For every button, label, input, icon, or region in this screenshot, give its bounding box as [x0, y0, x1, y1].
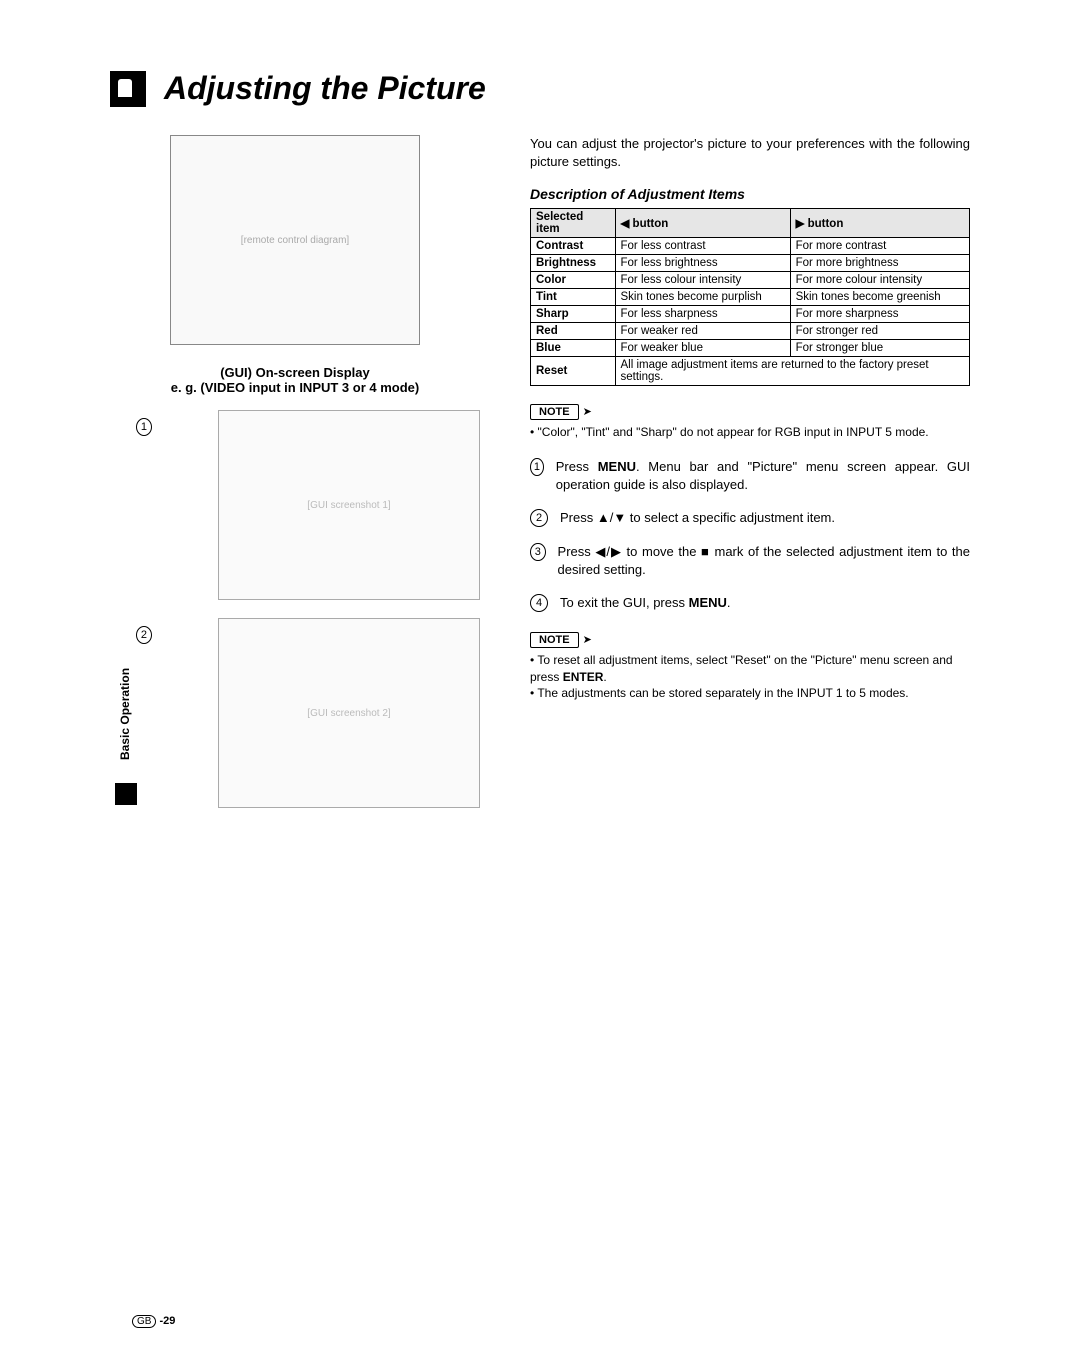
gb-badge: GB	[132, 1315, 156, 1328]
step-1: 1 Press MENU. Menu bar and "Picture" men…	[530, 458, 970, 493]
table-body: ContrastFor less contrastFor more contra…	[531, 238, 970, 386]
step-3-text: Press ◀/▶ to move the ■ mark of the sele…	[558, 543, 970, 578]
left-column: [remote control diagram] (GUI) On-screen…	[110, 135, 480, 826]
step-num-4: 4	[530, 594, 548, 612]
table-header-row: Selected item ◀ button ▶ button	[531, 209, 970, 238]
description-title: Description of Adjustment Items	[530, 186, 970, 202]
note-2b: The adjustments can be stored separately…	[530, 685, 970, 701]
step-3: 3 Press ◀/▶ to move the ■ mark of the se…	[530, 543, 970, 578]
sidebar-icon	[115, 783, 137, 805]
circle-2: 2	[136, 626, 152, 644]
remote-diagram: [remote control diagram]	[170, 135, 420, 345]
table-row: SharpFor less sharpnessFor more sharpnes…	[531, 306, 970, 323]
page-header: Adjusting the Picture	[110, 70, 970, 107]
gui-row-1: 1 [GUI screenshot 1]	[110, 410, 480, 618]
gui-screenshot-1: [GUI screenshot 1]	[218, 410, 480, 600]
content-columns: [remote control diagram] (GUI) On-screen…	[110, 135, 970, 826]
note-arrow-icon: ➤	[583, 406, 592, 418]
table-row: RedFor weaker redFor stronger red	[531, 323, 970, 340]
table-row: ColorFor less colour intensityFor more c…	[531, 272, 970, 289]
note-1-list: "Color", "Tint" and "Sharp" do not appea…	[530, 424, 970, 440]
table-row: ContrastFor less contrastFor more contra…	[531, 238, 970, 255]
circle-1: 1	[136, 418, 152, 436]
gui-caption: (GUI) On-screen Display e. g. (VIDEO inp…	[110, 365, 480, 395]
table-row: BrightnessFor less brightnessFor more br…	[531, 255, 970, 272]
page-number: GB -29	[132, 1315, 175, 1327]
table-row: BlueFor weaker blueFor stronger blue	[531, 340, 970, 357]
th-right: ▶ button	[790, 209, 969, 238]
note-2a: To reset all adjustment items, select "R…	[530, 652, 970, 684]
gui-screenshot-2: [GUI screenshot 2]	[218, 618, 480, 808]
gui-row-2: 2 [GUI screenshot 2]	[110, 618, 480, 826]
page-title: Adjusting the Picture	[164, 70, 486, 107]
gui-caption-line1: (GUI) On-screen Display	[110, 365, 480, 380]
table-row: TintSkin tones become purplishSkin tones…	[531, 289, 970, 306]
step-2: 2 Press ▲/▼ to select a specific adjustm…	[530, 509, 970, 527]
step-2-text: Press ▲/▼ to select a specific adjustmen…	[560, 509, 835, 527]
step-num-1: 1	[530, 458, 544, 476]
step-4-text: To exit the GUI, press MENU.	[560, 594, 731, 612]
sidebar-label: Basic Operation	[118, 668, 132, 760]
step-num-2: 2	[530, 509, 548, 527]
th-selected: Selected item	[531, 209, 616, 238]
page-no: -29	[160, 1315, 176, 1327]
note-arrow-icon-2: ➤	[583, 634, 592, 646]
note-2-list: To reset all adjustment items, select "R…	[530, 652, 970, 701]
note-label-2: NOTE	[530, 632, 579, 648]
th-left: ◀ button	[615, 209, 790, 238]
steps-list: 1 Press MENU. Menu bar and "Picture" men…	[530, 458, 970, 612]
header-icon	[110, 71, 146, 107]
note-2-header: NOTE ➤	[530, 630, 970, 648]
note-1-item: "Color", "Tint" and "Sharp" do not appea…	[530, 424, 970, 440]
step-1-text: Press MENU. Menu bar and "Picture" menu …	[556, 458, 970, 493]
step-num-3: 3	[530, 543, 546, 561]
step-4: 4 To exit the GUI, press MENU.	[530, 594, 970, 612]
note-1-header: NOTE ➤	[530, 402, 970, 420]
adjustment-table: Selected item ◀ button ▶ button Contrast…	[530, 208, 970, 386]
right-column: You can adjust the projector's picture t…	[530, 135, 970, 826]
table-row-reset: Reset All image adjustment items are ret…	[531, 357, 970, 386]
note-label: NOTE	[530, 404, 579, 420]
intro-text: You can adjust the projector's picture t…	[530, 135, 970, 170]
gui-caption-line2: e. g. (VIDEO input in INPUT 3 or 4 mode)	[110, 380, 480, 395]
